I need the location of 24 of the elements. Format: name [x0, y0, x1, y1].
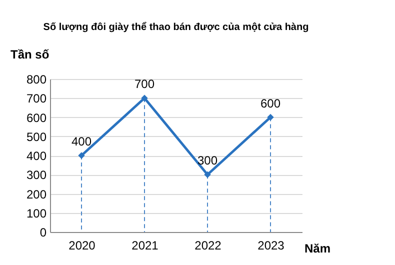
y-tick-label: 600: [26, 110, 47, 125]
point: [267, 114, 274, 121]
y-axis-title: Tần số: [10, 48, 50, 62]
point: [78, 152, 85, 159]
point: [204, 171, 211, 178]
y-tick-label: 800: [26, 72, 47, 86]
point: [141, 94, 148, 102]
y-tick-label: 200: [26, 187, 47, 202]
y-tick-label: 300: [26, 168, 47, 182]
data-label: 400: [71, 134, 92, 148]
x-tick-label: 2021: [132, 238, 159, 252]
x-axis-title: Năm: [304, 242, 331, 256]
y-tick-label: 500: [26, 130, 47, 144]
y-tick-label: 700: [26, 92, 47, 106]
y-tick-label: 0: [40, 226, 47, 240]
data-label: 600: [260, 96, 281, 110]
data-label: 300: [197, 154, 218, 168]
data-label: 700: [134, 77, 155, 92]
x-tick-label: 2022: [194, 238, 222, 252]
y-tick-label: 400: [26, 149, 47, 163]
y-tick-label: 100: [26, 206, 47, 220]
x-tick-label: 2023: [258, 238, 285, 252]
x-tick-label: 2020: [68, 238, 96, 252]
chart-title: Số lượng đôi giày thể thao bán được của một cửa hàng: [43, 21, 309, 33]
